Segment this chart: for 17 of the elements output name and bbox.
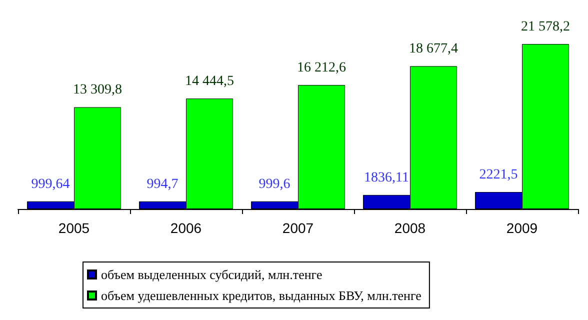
data-label: 999,6 bbox=[258, 176, 290, 192]
data-label: 18 677,4 bbox=[409, 42, 458, 57]
x-tick-label: 2006 bbox=[170, 220, 202, 236]
x-tick-label: 2009 bbox=[506, 220, 538, 236]
data-label: 14 444,5 bbox=[185, 74, 234, 90]
data-label: 1836,11 bbox=[364, 170, 409, 186]
data-label: 21 578,2 bbox=[521, 20, 570, 34]
legend-label: объем выделенных субсидий, млн.тенге bbox=[101, 267, 322, 282]
x-tick-label: 2008 bbox=[394, 220, 426, 236]
legend-label: объем удешевленных кредитов, выданных БВУ, млн.тенге bbox=[101, 288, 422, 303]
data-label: 999,64 bbox=[31, 176, 70, 192]
data-label: 2221,5 bbox=[479, 168, 518, 183]
x-tick-label: 2005 bbox=[58, 220, 90, 236]
x-tick-label: 2007 bbox=[282, 220, 314, 236]
data-label: 13 309,8 bbox=[73, 82, 122, 98]
data-label: 994,7 bbox=[146, 176, 178, 192]
data-label: 16 212,6 bbox=[297, 60, 346, 76]
